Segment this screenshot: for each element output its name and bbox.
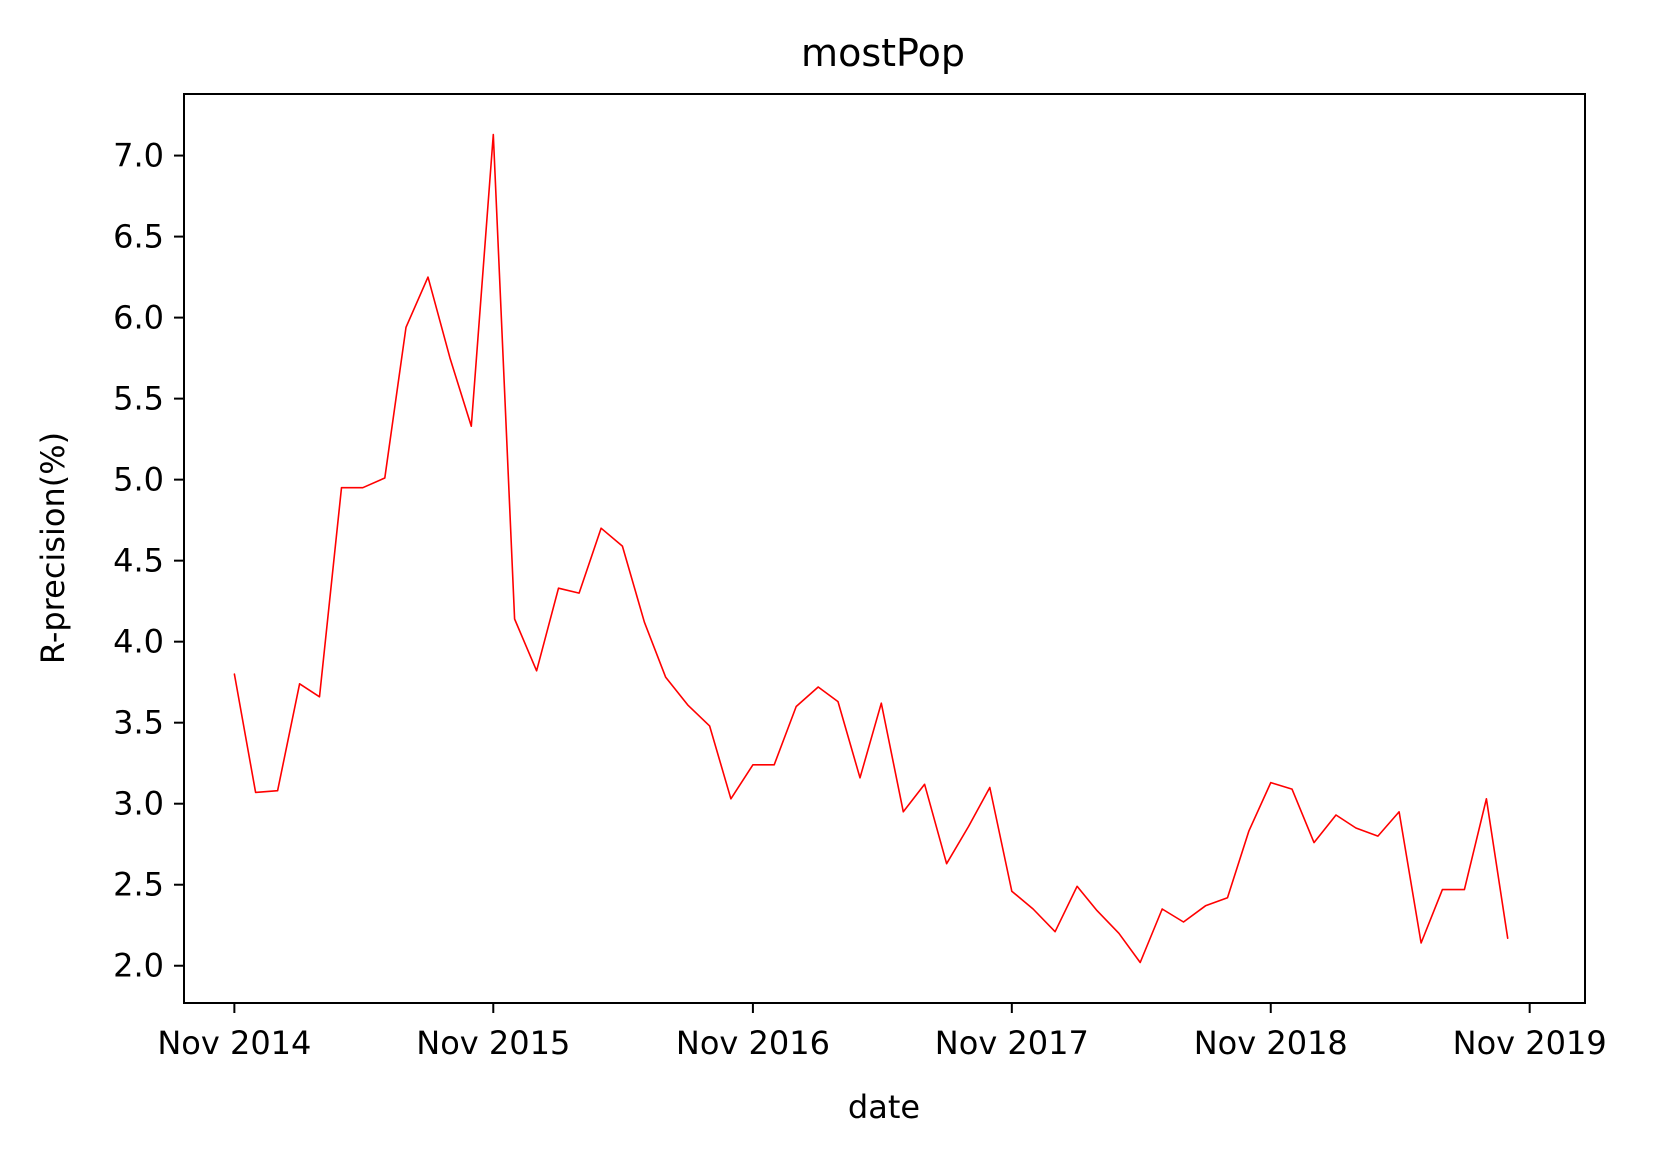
y-tick-label: 2.0 — [113, 947, 164, 985]
x-tick-label: Nov 2017 — [935, 1024, 1089, 1062]
plot-area — [233, 133, 1509, 964]
series-line — [233, 133, 1509, 964]
y-tick-label: 4.5 — [113, 542, 164, 580]
chart-title: mostPop — [801, 31, 965, 75]
y-tick-label: 5.5 — [113, 380, 164, 418]
y-tick-label: 4.0 — [113, 623, 164, 661]
axes-frame — [183, 93, 1586, 1004]
x-axis: Nov 2014 Nov 2015 Nov 2016 Nov 2017 Nov 2018… — [157, 1003, 1607, 1062]
x-tick-label: Nov 2016 — [676, 1024, 830, 1062]
y-axis: 2.0 2.5 3.0 3.5 4.0 4.5 5.0 5.5 6.0 6.5 7.0 — [113, 137, 184, 985]
x-tick-label: Nov 2014 — [157, 1024, 311, 1062]
y-tick-label: 6.5 — [113, 218, 164, 256]
x-axis-title: date — [848, 1088, 920, 1126]
x-tick-label: Nov 2015 — [416, 1024, 570, 1062]
y-tick-label: 2.5 — [113, 866, 164, 904]
x-tick-label: Nov 2019 — [1453, 1024, 1607, 1062]
y-tick-label: 7.0 — [113, 137, 164, 175]
y-tick-label: 3.5 — [113, 704, 164, 742]
y-tick-label: 6.0 — [113, 299, 164, 337]
y-tick-label: 3.0 — [113, 785, 164, 823]
y-tick-label: 5.0 — [113, 461, 164, 499]
y-axis-title: R-precision(%) — [34, 432, 72, 664]
x-tick-label: Nov 2018 — [1194, 1024, 1348, 1062]
